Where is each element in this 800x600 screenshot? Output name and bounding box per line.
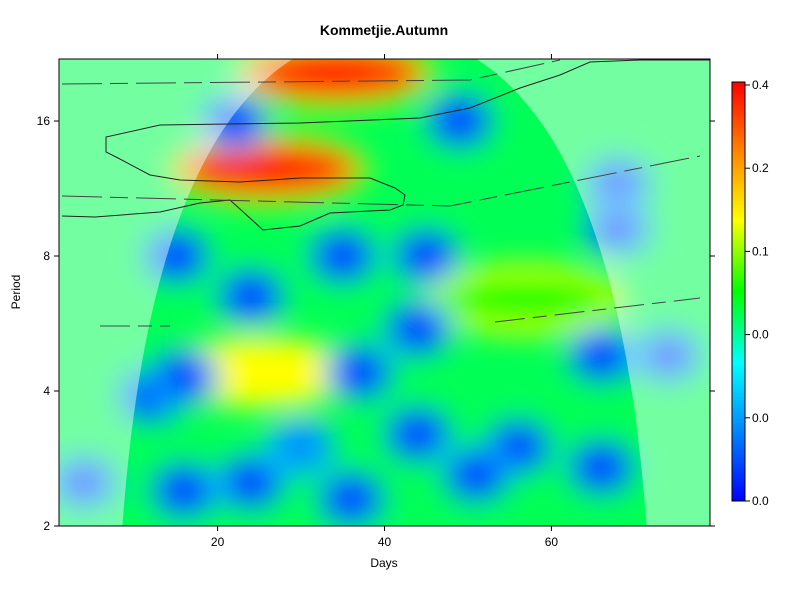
ridge-line-mid — [61, 155, 701, 207]
colorbar-tick-label-4: 0.2 — [752, 161, 769, 175]
colorbar-tick-label-1: 0.0 — [752, 411, 769, 425]
power-low-4 — [208, 101, 261, 142]
y-tick-label-8: 8 — [43, 249, 50, 263]
x-tick-label-40: 40 — [378, 535, 392, 549]
ridge-line-top — [61, 59, 561, 85]
power-low-22 — [391, 414, 444, 455]
y-axis: 2 4 8 16 — [37, 114, 715, 533]
power-high-0 — [177, 143, 358, 196]
power-low-15 — [333, 352, 386, 393]
power-field — [59, 59, 705, 526]
power-low-14 — [158, 356, 211, 397]
ridge-line-lower — [100, 297, 701, 327]
power-low-5 — [433, 101, 486, 142]
colorbar-tick-label-3: 0.1 — [752, 244, 769, 258]
power-low-26 — [325, 478, 378, 519]
x-axis: 20 40 60 — [211, 54, 559, 549]
significance-contour-main — [61, 59, 710, 231]
y-axis-label: Period — [9, 275, 23, 310]
power-low-8 — [149, 236, 202, 277]
colorbar-tick-label-0: 0.0 — [752, 494, 769, 508]
power-low-11 — [224, 276, 277, 317]
power-low-19 — [59, 462, 111, 503]
chart-title: Kommetjie.Autumn — [320, 22, 448, 38]
colorbar-ticks: 0.0 0.0 0.0 0.1 0.2 0.4 — [745, 78, 769, 508]
y-tick-label-4: 4 — [43, 384, 50, 398]
x-tick-label-60: 60 — [545, 535, 559, 549]
power-low-18 — [275, 427, 328, 468]
power-low-7 — [592, 208, 645, 249]
power-high-3 — [436, 273, 617, 326]
colorbar-tick-label-5: 0.4 — [752, 78, 769, 92]
power-low-24 — [575, 447, 628, 488]
cone-of-influence — [59, 59, 710, 526]
power-low-9 — [316, 236, 369, 277]
colorbar-tick-label-2: 0.0 — [752, 328, 769, 342]
power-low-6 — [592, 163, 645, 204]
power-low-21 — [224, 462, 277, 503]
power-low-20 — [158, 470, 211, 511]
colorbar: 0.0 0.0 0.0 0.1 0.2 0.4 — [731, 78, 769, 508]
x-tick-label-20: 20 — [211, 535, 225, 549]
power-high-1 — [244, 59, 425, 99]
plot-area — [59, 59, 710, 526]
power-low-25 — [450, 454, 503, 495]
y-tick-label-2: 2 — [43, 519, 50, 533]
x-axis-label: Days — [370, 556, 397, 570]
power-low-10 — [400, 236, 453, 277]
power-low-17 — [642, 335, 695, 376]
power-low-16 — [575, 335, 628, 376]
colorbar-gradient — [731, 81, 746, 502]
y-tick-label-16: 16 — [37, 114, 51, 128]
power-low-12 — [391, 308, 444, 349]
